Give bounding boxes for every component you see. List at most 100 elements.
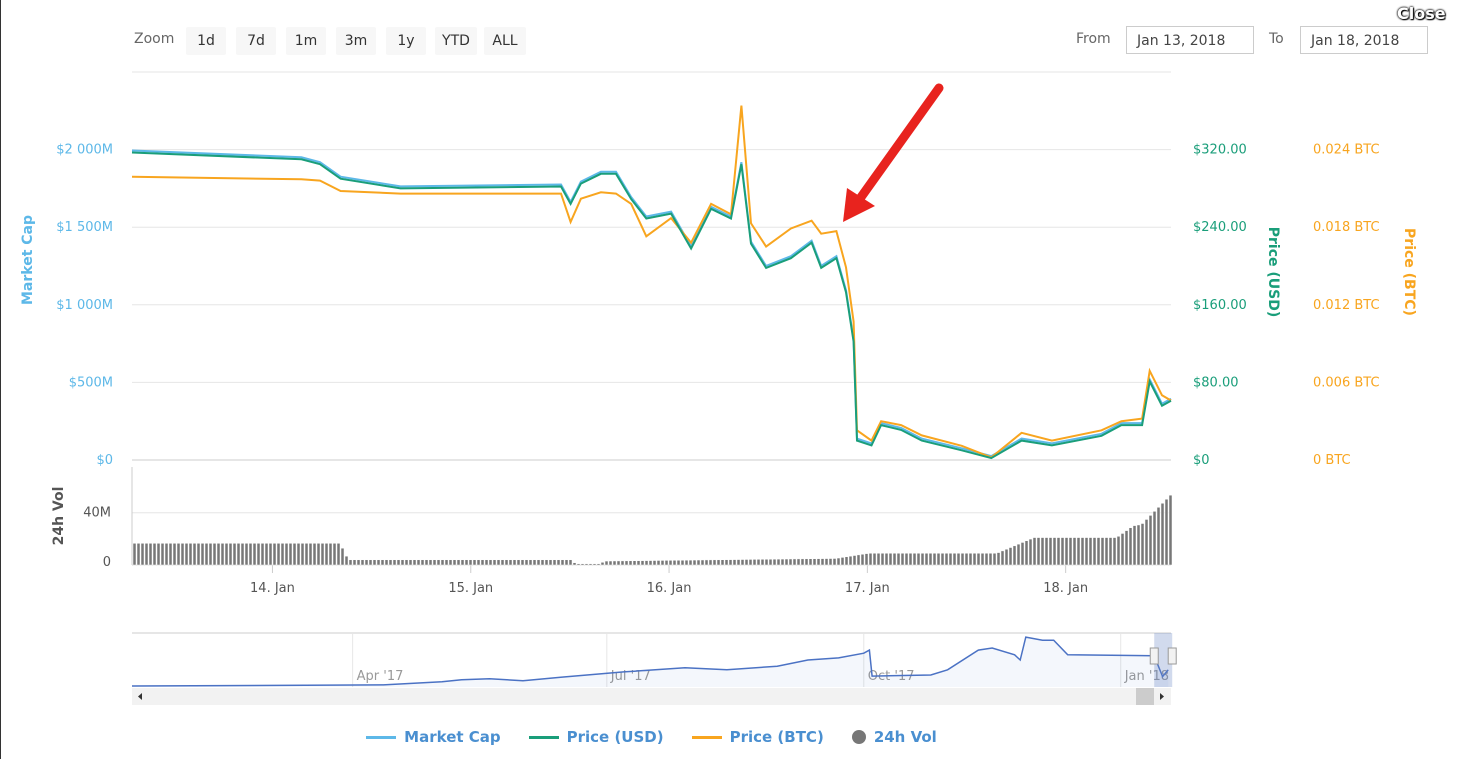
volume-bar <box>400 559 405 566</box>
legend-price-btc[interactable]: Price (BTC) <box>691 728 824 746</box>
scroll-left-arrow-icon[interactable] <box>138 693 142 700</box>
legend-24h-vol[interactable]: 24h Vol <box>851 728 937 746</box>
zoom-7d-button[interactable]: 7d <box>236 27 276 55</box>
volume-bar <box>968 552 973 566</box>
navigator-selection[interactable] <box>1154 633 1173 687</box>
volume-bar <box>676 559 681 566</box>
zoom-all-button[interactable]: ALL <box>484 27 526 55</box>
volume-bar <box>1096 537 1101 566</box>
from-label: From <box>1076 31 1111 47</box>
navigator-handle[interactable] <box>1149 647 1159 665</box>
volume-bar <box>904 552 909 566</box>
volume-bar <box>1024 540 1029 566</box>
volume-bar <box>148 543 153 566</box>
zoom-1d-button[interactable]: 1d <box>186 27 226 55</box>
volume-bar <box>632 560 637 566</box>
volume-bar <box>544 559 549 566</box>
market-cap-tick-label: $2 000M <box>56 143 113 158</box>
close-button[interactable]: Close <box>1397 4 1446 23</box>
from-date-input[interactable]: Jan 13, 2018 <box>1126 26 1254 54</box>
price-btc-line <box>131 105 1172 459</box>
legend-label: Price (USD) <box>566 728 664 746</box>
volume-bar <box>884 552 889 566</box>
volume-bar <box>436 559 441 566</box>
volume-bar <box>496 559 501 566</box>
scrollbar-thumb[interactable] <box>1136 688 1154 705</box>
zoom-1m-button[interactable]: 1m <box>286 27 326 55</box>
volume-bar <box>640 560 645 566</box>
volume-bar <box>160 543 165 566</box>
volume-bar <box>776 558 781 566</box>
volume-bar <box>612 560 617 566</box>
volume-bar <box>448 559 453 566</box>
volume-bar <box>176 543 181 566</box>
volume-bar <box>740 559 745 566</box>
volume-bar <box>616 560 621 566</box>
volume-bar <box>728 559 733 566</box>
volume-bar <box>536 559 541 566</box>
volume-bar <box>1116 536 1121 566</box>
price-btc-tick-label: 0 BTC <box>1313 453 1351 468</box>
navigator-area <box>132 637 1169 687</box>
legend-market-cap[interactable]: Market Cap <box>366 728 501 746</box>
volume-bar <box>1032 537 1037 566</box>
volume-bar <box>952 552 957 566</box>
volume-bar <box>628 560 633 566</box>
market-cap-legend-icon <box>366 735 397 739</box>
volume-bar <box>464 559 469 566</box>
navigator-handle[interactable] <box>1167 647 1177 665</box>
volume-bar <box>1052 537 1057 566</box>
volume-bar <box>292 543 297 566</box>
volume-bar <box>1040 537 1045 566</box>
volume-bar <box>800 558 805 566</box>
volume-bar <box>1056 537 1061 566</box>
volume-bar <box>1036 537 1041 566</box>
volume-bar <box>300 543 305 566</box>
navigator-tick-label: Oct '17 <box>868 669 915 684</box>
volume-bar <box>1168 494 1173 566</box>
volume-bar <box>984 552 989 566</box>
volume-bar <box>184 543 189 566</box>
navigator-scrollbar[interactable] <box>132 688 1171 705</box>
volume-bar <box>1124 530 1129 566</box>
volume-bar <box>240 543 245 566</box>
volume-bar <box>892 552 897 566</box>
zoom-3m-button[interactable]: 3m <box>336 27 376 55</box>
volume-bar <box>1028 538 1033 566</box>
volume-bar <box>212 543 217 566</box>
zoom-label: Zoom <box>134 31 175 47</box>
volume-bar <box>772 558 777 566</box>
volume-bar <box>1008 547 1013 566</box>
legend-price-usd[interactable]: Price (USD) <box>528 728 664 746</box>
volume-bar <box>1164 498 1169 566</box>
volume-bar <box>344 555 349 566</box>
volume-bar <box>768 558 773 566</box>
zoom-ytd-button[interactable]: YTD <box>435 27 477 55</box>
volume-bar <box>752 559 757 566</box>
volume-bar <box>296 543 301 566</box>
volume-bar <box>284 543 289 566</box>
price-usd-axis-title: Price (USD) <box>1265 227 1281 318</box>
market-cap-line <box>131 149 1172 458</box>
volume-bar <box>472 559 477 566</box>
volume-bar <box>312 543 317 566</box>
scroll-right-arrow-icon[interactable] <box>1160 693 1164 700</box>
volume-bar <box>1120 533 1125 566</box>
price-btc-tick-label: 0.018 BTC <box>1313 220 1380 235</box>
volume-bar <box>824 558 829 566</box>
volume-bar <box>988 552 993 566</box>
volume-bar <box>920 552 925 566</box>
price-usd-tick-label: $0 <box>1193 453 1210 468</box>
price-usd-tick-label: $320.00 <box>1193 143 1247 158</box>
price-usd-line <box>131 151 1172 460</box>
to-date-input[interactable]: Jan 18, 2018 <box>1300 26 1428 54</box>
volume-bar <box>528 559 533 566</box>
zoom-1y-button[interactable]: 1y <box>386 27 426 55</box>
navigator-line <box>131 636 1169 687</box>
volume-bar <box>220 543 225 566</box>
volume-bar <box>392 559 397 566</box>
volume-bar <box>1152 511 1157 566</box>
volume-bar <box>236 543 241 566</box>
volume-bar <box>584 563 589 566</box>
